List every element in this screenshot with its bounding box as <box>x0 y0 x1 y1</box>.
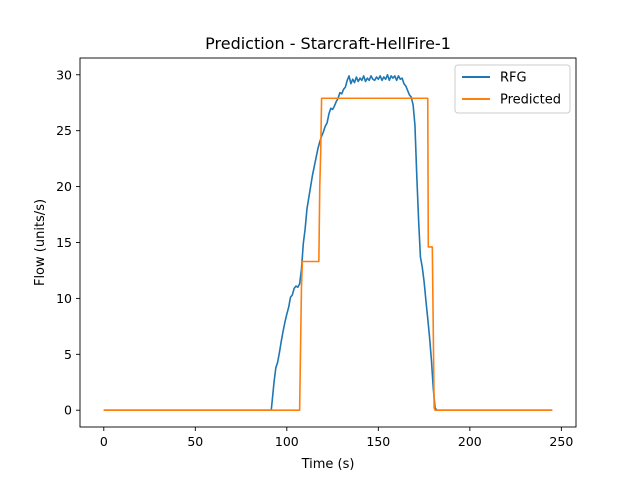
x-tick-label: 200 <box>458 434 482 449</box>
y-axis-label: Flow (units/s) <box>33 199 48 286</box>
series-line-rfg <box>103 73 553 412</box>
legend-label-rfg: RFG <box>500 71 527 86</box>
chart-title: Prediction - Starcraft-HellFire-1 <box>205 34 451 53</box>
y-tick-label: 20 <box>56 179 72 194</box>
x-tick-label: 100 <box>275 434 299 449</box>
y-tick-label: 30 <box>56 67 72 82</box>
y-tick-label: 25 <box>56 123 72 138</box>
y-tick-label: 15 <box>56 235 72 250</box>
legend: RFG Predicted <box>454 64 571 114</box>
y-tick-label: 5 <box>64 347 72 362</box>
y-axis: 0 5 10 15 20 25 30 <box>56 67 80 418</box>
series-layer <box>103 73 553 412</box>
y-tick-label: 10 <box>56 291 72 306</box>
y-tick-label: 0 <box>64 403 72 418</box>
legend-label-predicted: Predicted <box>500 93 561 108</box>
x-tick-label: 0 <box>100 434 108 449</box>
x-axis: 0 50 100 150 200 250 <box>100 427 573 449</box>
x-tick-label: 50 <box>187 434 203 449</box>
x-tick-label: 150 <box>366 434 390 449</box>
series-line-predicted <box>103 97 553 412</box>
x-axis-label: Time (s) <box>301 457 355 472</box>
x-tick-label: 250 <box>549 434 573 449</box>
